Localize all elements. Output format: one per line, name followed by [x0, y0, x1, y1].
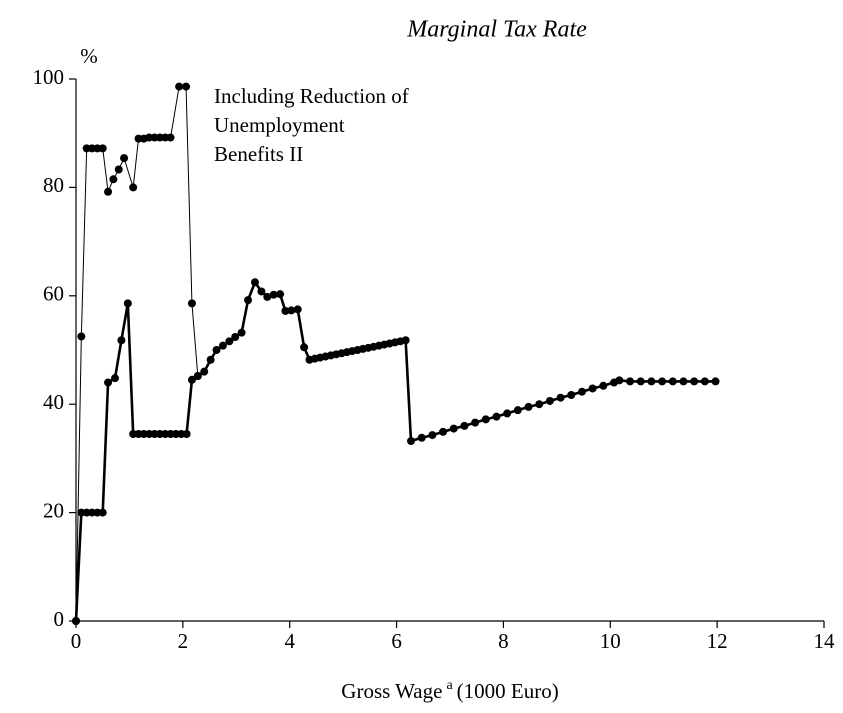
- data-point: [567, 390, 576, 399]
- annotation: Benefits II: [214, 142, 303, 166]
- data-point: [636, 377, 645, 386]
- y-axis-label: %: [80, 44, 98, 68]
- data-point: [276, 290, 285, 299]
- data-point: [513, 406, 522, 415]
- data-point: [428, 431, 437, 440]
- data-point: [439, 427, 448, 436]
- data-point: [460, 421, 469, 430]
- data-point: [212, 346, 221, 354]
- data-point: [166, 133, 175, 142]
- x-tick-label: 4: [284, 629, 295, 653]
- data-point: [206, 355, 215, 364]
- data-point: [492, 412, 501, 421]
- data-point: [588, 384, 597, 393]
- x-label-text: Gross Wage: [341, 679, 442, 703]
- data-point: [193, 372, 202, 381]
- annotation: Unemployment: [214, 113, 345, 137]
- y-tick-label: 20: [43, 498, 64, 522]
- chart-title: Marginal Tax Rate: [406, 17, 587, 43]
- data-point: [690, 377, 699, 386]
- data-point: [658, 377, 667, 386]
- x-tick-label: 10: [600, 629, 621, 653]
- data-point: [668, 377, 677, 386]
- x-tick-label: 12: [707, 629, 728, 653]
- data-point: [711, 377, 720, 386]
- data-point: [77, 332, 86, 341]
- x-tick-label: 6: [391, 629, 402, 653]
- data-point: [200, 367, 209, 376]
- data-point: [524, 402, 533, 411]
- data-point: [104, 187, 113, 196]
- data-point: [269, 290, 278, 299]
- data-point: [263, 292, 272, 301]
- data-point: [109, 175, 118, 184]
- data-point: [503, 409, 512, 418]
- data-point: [175, 82, 184, 91]
- data-point: [293, 305, 302, 314]
- data-point: [98, 508, 107, 517]
- y-tick-label: 80: [43, 173, 64, 197]
- data-point: [599, 381, 608, 390]
- data-point: [257, 287, 266, 296]
- series-line: [75, 86, 199, 622]
- x-tick-label: 0: [71, 629, 82, 653]
- data-point: [182, 430, 191, 439]
- data-point: [406, 437, 415, 446]
- data-point: [250, 278, 259, 287]
- data-point: [417, 433, 426, 442]
- data-point: [577, 387, 586, 396]
- data-point: [545, 396, 554, 405]
- data-point: [218, 341, 227, 350]
- x-tick-label: 8: [498, 629, 509, 653]
- data-point: [287, 306, 296, 315]
- y-tick-label: 60: [43, 282, 64, 306]
- data-point: [114, 165, 123, 174]
- data-point: [401, 336, 410, 345]
- x-tick-label: 14: [814, 629, 836, 653]
- data-point: [449, 424, 458, 433]
- data-point: [556, 393, 565, 402]
- data-point: [471, 418, 480, 427]
- y-tick-label: 100: [33, 65, 65, 89]
- data-point: [225, 337, 234, 346]
- data-point: [117, 336, 126, 345]
- data-point: [187, 375, 196, 384]
- data-point: [231, 332, 240, 341]
- data-point: [281, 306, 290, 315]
- data-point: [237, 328, 246, 337]
- data-point: [481, 415, 490, 424]
- x-tick-label: 2: [178, 629, 189, 653]
- series-line: [74, 280, 716, 622]
- data-point: [535, 400, 544, 409]
- data-point: [123, 299, 132, 308]
- data-point: [98, 144, 107, 153]
- data-point: [615, 376, 624, 385]
- x-label-sup: a: [446, 678, 453, 693]
- data-point: [244, 296, 253, 305]
- y-tick-label: 0: [54, 607, 65, 631]
- data-point: [300, 343, 309, 352]
- annotation: Including Reduction of: [214, 84, 409, 108]
- data-point: [120, 154, 129, 163]
- data-point: [72, 617, 80, 625]
- data-point: [111, 374, 120, 383]
- data-point: [626, 377, 635, 386]
- data-point: [187, 299, 196, 308]
- data-point: [129, 183, 138, 192]
- data-point: [182, 82, 191, 91]
- data-point: [679, 377, 688, 386]
- y-tick-label: 40: [43, 390, 64, 414]
- data-point: [647, 377, 656, 386]
- data-point: [700, 377, 709, 386]
- x-axis-label: Gross Wage a (1000 Euro): [341, 678, 558, 703]
- data-point: [104, 378, 113, 387]
- x-label-unit: (1000 Euro): [457, 679, 559, 703]
